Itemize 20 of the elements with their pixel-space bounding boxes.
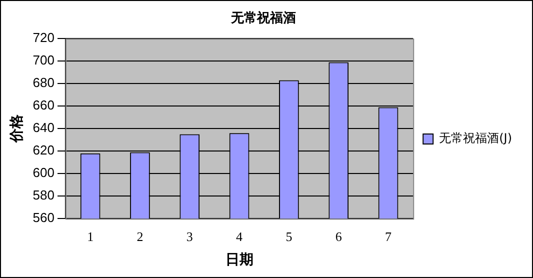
x-tick-label: 4: [236, 228, 244, 244]
x-tick-label: 7: [385, 228, 392, 244]
y-tick-label: 600: [32, 165, 54, 180]
y-tick-label: 720: [32, 30, 54, 46]
legend-label: 无常祝福酒(J): [439, 131, 512, 146]
x-tick-label: 3: [186, 228, 193, 244]
x-axis-title: 日期: [225, 252, 254, 268]
y-tick-label: 680: [32, 75, 54, 90]
chart-title: 无常祝福酒: [230, 10, 296, 26]
x-tick-label: 1: [87, 228, 94, 244]
x-tick-label: 2: [136, 228, 144, 244]
y-tick-label: 700: [32, 52, 54, 68]
y-tick-label: 640: [32, 120, 54, 136]
y-tick-label: 660: [32, 98, 54, 113]
y-tick-label: 620: [32, 142, 54, 158]
x-tick-label: 5: [286, 228, 292, 244]
y-tick-label: 560: [32, 210, 54, 226]
y-tick-label: 580: [32, 188, 54, 203]
x-tick-label: 6: [335, 228, 342, 244]
y-axis-title: 价格: [9, 114, 26, 144]
